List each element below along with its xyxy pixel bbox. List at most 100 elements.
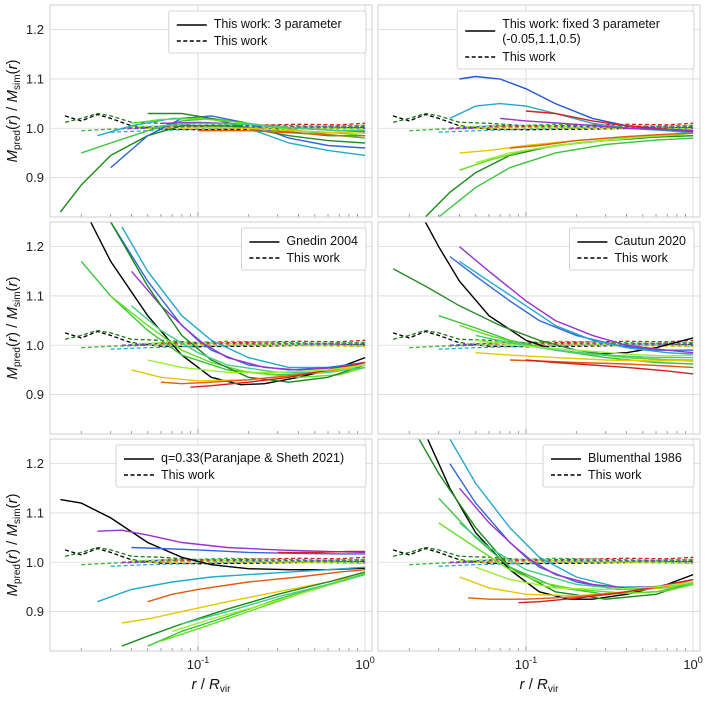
legend: This work: 3 parameter This work	[168, 10, 367, 54]
solid-series-line	[475, 334, 694, 359]
legend-dashed-label: This work	[588, 468, 642, 482]
legend-dashed-label: This work	[502, 50, 556, 64]
solid-series-line	[147, 359, 366, 374]
dashed-series-line	[64, 113, 366, 131]
series-group	[59, 112, 366, 213]
dashed-series-line	[121, 560, 366, 563]
y-tick-label: 1.1	[26, 505, 44, 520]
dashed-series-line	[64, 330, 366, 348]
solid-series-line	[525, 359, 694, 375]
solid-series-line	[458, 487, 694, 589]
dashed-series-line	[449, 560, 694, 563]
dashed-series-line	[81, 340, 366, 349]
panel-frame	[377, 221, 701, 435]
series-group	[64, 222, 366, 388]
solid-series-line	[59, 125, 366, 213]
y-tick-label: 0.9	[26, 170, 44, 185]
legend-dashed-label: This work	[614, 251, 668, 265]
panel-4: Cautun 2020 This work	[377, 221, 701, 435]
panel-6: 10-1 100 r / Rvir Blumenthal 1986 This work	[377, 438, 703, 695]
solid-series-line	[97, 529, 366, 554]
series-group	[60, 498, 366, 647]
legend: q=0.33(Paranjape & Sheth 2021) This work	[115, 444, 367, 488]
dashed-series-line	[409, 123, 694, 132]
solid-series-line	[449, 255, 694, 351]
legend-solid-label: Gnedin 2004	[286, 234, 358, 248]
solid-series-line	[475, 339, 694, 357]
legend-box	[456, 10, 695, 70]
solid-series-line	[131, 305, 366, 374]
x-tick-label: 10-1	[187, 655, 209, 672]
dashed-series-line	[131, 558, 366, 563]
dashed-series-line	[147, 344, 366, 348]
dashed-series-line	[449, 126, 694, 129]
solid-series-line	[475, 352, 694, 362]
dashed-series-line	[475, 561, 694, 565]
series-group	[392, 222, 694, 375]
solid-series-line	[500, 117, 694, 132]
panel-frame	[377, 438, 701, 652]
legend-solid-label: This work: 3 parameter	[214, 17, 342, 31]
dashed-series-line	[64, 547, 366, 565]
y-tick-label: 0.9	[26, 604, 44, 619]
solid-series-line	[459, 260, 694, 355]
solid-series-line	[97, 566, 366, 603]
legend-dashed-label: This work	[286, 251, 340, 265]
legend: This work: fixed 3 parameter(-0.05,1.1,0…	[456, 10, 695, 70]
solid-series-line	[110, 222, 366, 383]
dashed-series-line	[392, 330, 694, 348]
dashed-series-line	[81, 123, 366, 132]
solid-series-line	[438, 137, 694, 217]
solid-series-line	[459, 576, 694, 597]
legend-box	[542, 444, 695, 488]
solid-series-line	[438, 522, 694, 595]
dashed-series-line	[160, 122, 366, 127]
x-axis-label: r / Rvir	[520, 676, 560, 695]
y-tick-label: 1.2	[26, 456, 44, 471]
solid-series-line	[60, 498, 366, 571]
panel-1: 0.9 1.0 1.1 1.2 Mpred(r) / Msim(r) This work:…	[4, 4, 373, 218]
panel-frame	[49, 438, 373, 652]
dashed-series-line	[160, 556, 366, 561]
y-tick-label: 1.1	[26, 71, 44, 86]
solid-series-line	[80, 260, 366, 376]
solid-series-line	[475, 132, 694, 164]
panel-frame	[49, 4, 373, 218]
panel-3: 0.9 1.0 1.1 1.2 Mpred(r) / Msim(r) Gnedin 200…	[4, 221, 373, 435]
x-tick-label: 100	[355, 655, 374, 672]
x-axis-label: r / Rvir	[192, 676, 232, 695]
solid-series-line	[459, 132, 694, 171]
y-axis-label: Mpred(r) / Msim(r)	[4, 493, 23, 596]
solid-series-line	[131, 546, 366, 555]
legend: Gnedin 2004 This work	[240, 227, 367, 271]
y-tick-label: 1.0	[26, 555, 44, 570]
dashed-series-line	[409, 557, 694, 566]
legend-solid-label-line2: (-0.05,1.1,0.5)	[502, 32, 581, 46]
y-axis-label: Mpred(r) / Msim(r)	[4, 276, 23, 379]
legend-box	[569, 227, 695, 271]
y-tick-label: 1.2	[26, 22, 44, 37]
solid-series-line	[459, 522, 694, 591]
dashed-series-line	[488, 556, 694, 561]
solid-series-line	[121, 571, 366, 647]
solid-series-line	[110, 115, 366, 169]
solid-series-line	[509, 132, 694, 149]
solid-series-line	[181, 573, 366, 625]
legend-solid-label: Cautun 2020	[614, 234, 686, 248]
solid-series-line	[160, 122, 366, 132]
solid-series-line	[198, 130, 366, 137]
series-group	[392, 439, 694, 604]
dashed-series-line	[392, 113, 694, 131]
legend: Blumenthal 1986 This work	[542, 444, 695, 488]
legend-solid-label: Blumenthal 1986	[588, 451, 682, 465]
dashed-series-line	[81, 557, 366, 566]
solid-series-line	[475, 566, 694, 591]
solid-series-line	[459, 246, 694, 354]
solid-series-line	[130, 270, 366, 371]
x-tick-label: 10-1	[515, 655, 537, 672]
legend-box	[240, 227, 367, 271]
series-group	[392, 75, 694, 217]
legend: Cautun 2020 This work	[569, 227, 695, 271]
panel-frame	[377, 4, 701, 218]
